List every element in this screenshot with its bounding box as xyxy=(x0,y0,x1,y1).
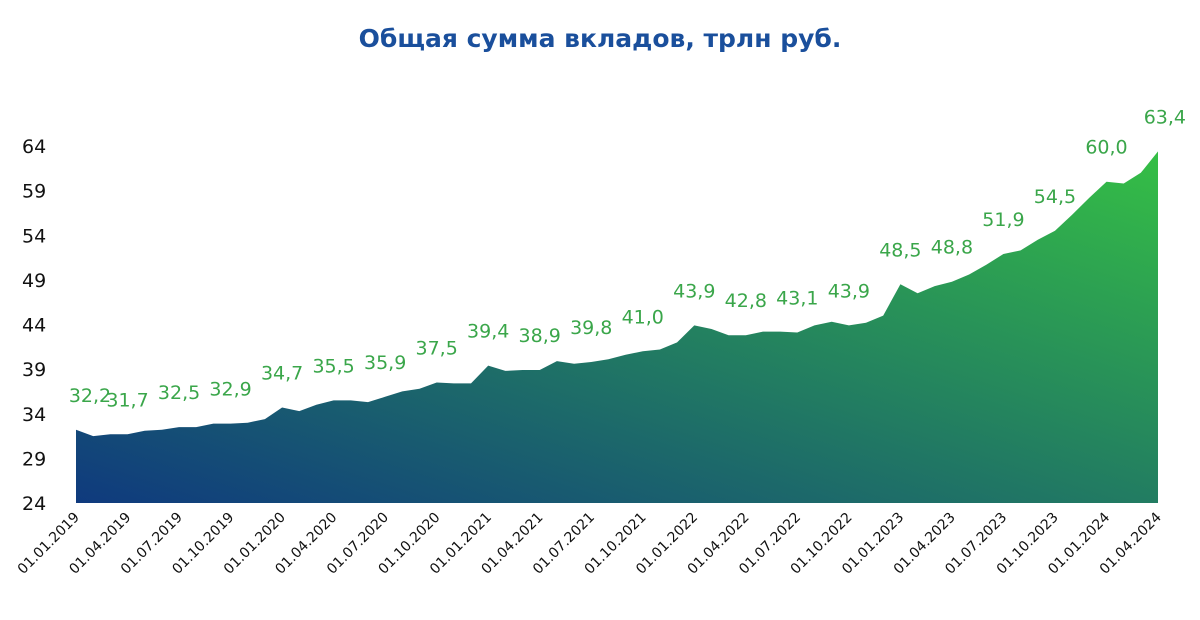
data-label: 32,2 xyxy=(69,385,111,407)
data-label: 48,5 xyxy=(879,239,921,261)
y-tick-label: 34 xyxy=(22,404,46,426)
data-label: 51,9 xyxy=(982,209,1024,231)
data-label: 38,9 xyxy=(519,325,561,347)
data-label: 39,4 xyxy=(467,321,509,343)
data-label: 32,9 xyxy=(209,379,251,401)
y-tick-label: 49 xyxy=(22,270,46,292)
data-label: 34,7 xyxy=(261,363,303,385)
data-label: 32,5 xyxy=(158,382,200,404)
data-label: 41,0 xyxy=(622,306,664,328)
data-label: 54,5 xyxy=(1034,186,1076,208)
data-label: 35,9 xyxy=(364,352,406,374)
chart-title: Общая сумма вкладов, трлн руб. xyxy=(358,24,842,53)
series-area xyxy=(76,151,1158,503)
y-tick-label: 54 xyxy=(22,225,46,247)
data-label: 39,8 xyxy=(570,317,612,339)
data-label: 31,7 xyxy=(106,389,148,411)
data-label: 63,4 xyxy=(1144,106,1186,128)
plot-area xyxy=(76,151,1158,503)
data-label: 60,0 xyxy=(1085,137,1127,159)
y-tick-label: 39 xyxy=(22,359,46,381)
y-axis: 24 29 34 39 44 49 54 59 64 xyxy=(22,136,46,515)
data-label: 37,5 xyxy=(416,338,458,360)
data-label: 35,5 xyxy=(312,355,354,377)
data-label: 43,9 xyxy=(828,280,870,302)
data-label: 42,8 xyxy=(725,290,767,312)
y-tick-label: 29 xyxy=(22,448,46,470)
x-axis: 01.01.201901.04.201901.07.201901.10.2019… xyxy=(15,509,1165,577)
data-label: 48,8 xyxy=(931,237,973,259)
data-label: 43,9 xyxy=(673,280,715,302)
data-labels: 32,231,7 32,5 32,9 34,7 35,5 35,9 37,5 39,4 38,9… xyxy=(69,106,1186,411)
y-tick-label: 44 xyxy=(22,315,46,337)
y-tick-label: 59 xyxy=(22,181,46,203)
data-label: 43,1 xyxy=(776,288,818,310)
y-tick-label: 24 xyxy=(22,493,46,515)
y-tick-label: 64 xyxy=(22,136,46,158)
